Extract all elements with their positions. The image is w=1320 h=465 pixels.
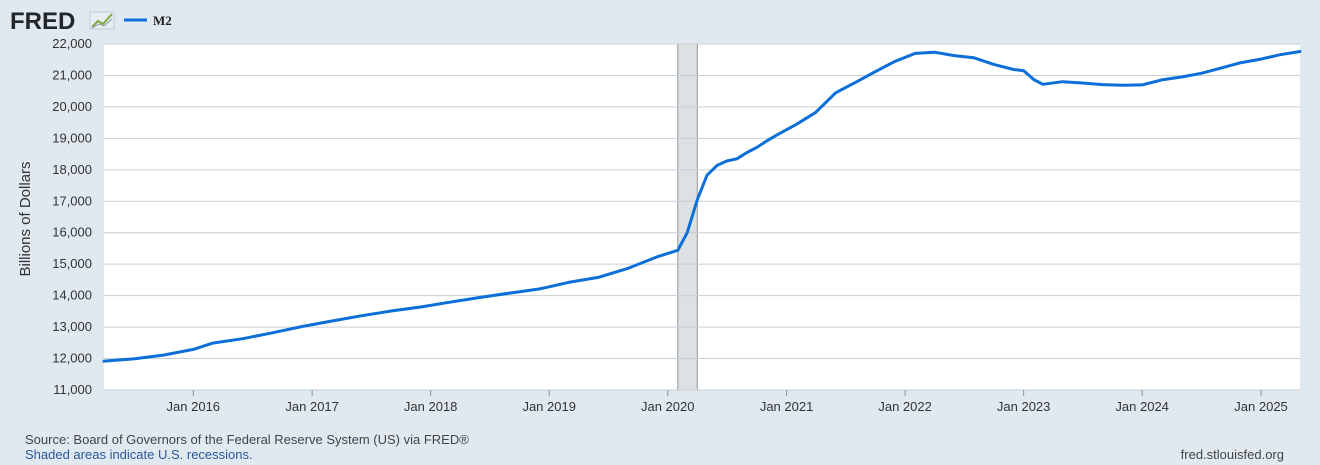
fred-logo[interactable]: FRED [10, 8, 115, 35]
y-tick-label: 20,000 [52, 99, 92, 114]
x-tick-label: Jan 2023 [997, 399, 1051, 414]
y-tick-label: 11,000 [53, 382, 92, 397]
legend-label-m2: M2 [153, 13, 172, 28]
x-tick-label: Jan 2025 [1234, 399, 1288, 414]
plot-area [104, 44, 1300, 390]
x-tick-label: Jan 2019 [522, 399, 576, 414]
y-axis: 11,000 12,000 13,000 14,000 15,000 16,000 17,0… [52, 36, 92, 397]
x-tick-label: Jan 2024 [1115, 399, 1169, 414]
y-tick-label: 17,000 [52, 193, 92, 208]
x-tick-label: Jan 2017 [285, 399, 339, 414]
y-tick-label: 13,000 [52, 319, 92, 334]
x-tick-label: Jan 2021 [760, 399, 814, 414]
y-tick-label: 21,000 [52, 67, 92, 82]
y-tick-label: 15,000 [52, 256, 92, 271]
y-tick-label: 18,000 [52, 162, 92, 177]
x-tick-label: Jan 2022 [878, 399, 932, 414]
trend-line-icon [89, 11, 115, 30]
source-note: Source: Board of Governors of the Federa… [25, 432, 469, 447]
series-layer [102, 50, 1302, 363]
y-tick-label: 22,000 [52, 36, 92, 51]
x-tick-label: Jan 2018 [404, 399, 458, 414]
recession-band [677, 43, 698, 391]
y-tick-label: 14,000 [52, 288, 92, 303]
gridlines [104, 43, 1300, 391]
x-tick-label: Jan 2020 [641, 399, 695, 414]
y-tick-label: 19,000 [52, 130, 92, 145]
recession-shading [677, 43, 698, 391]
series-line-m2[interactable] [102, 50, 1302, 363]
fred-logo-text: FRED [10, 8, 75, 35]
x-axis: Jan 2016 Jan 2017 Jan 2018 Jan 2019 Jan 2020… [167, 390, 1288, 414]
legend[interactable]: M2 [124, 13, 172, 28]
chart: FRED M2 11,000 12,000 13,000 14,000 15,000 16… [10, 8, 1302, 414]
recession-note: Shaded areas indicate U.S. recessions. [25, 447, 253, 462]
x-tick-label: Jan 2016 [167, 399, 221, 414]
y-tick-label: 12,000 [52, 351, 92, 366]
y-axis-title: Billions of Dollars [17, 161, 34, 276]
y-tick-label: 16,000 [52, 225, 92, 240]
fred-url-link[interactable]: fred.stlouisfed.org [1180, 447, 1284, 462]
